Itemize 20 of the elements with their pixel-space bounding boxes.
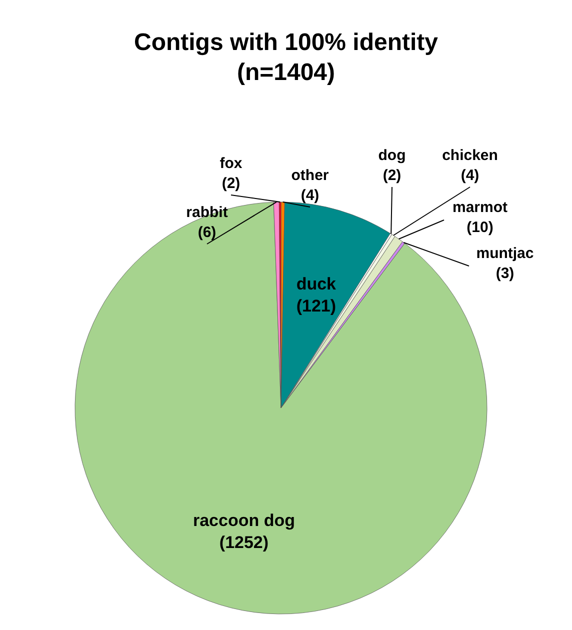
data-label: (10) [466,219,494,236]
data-label: (2) [382,167,402,184]
chart-subtitle: (n=1404) [236,59,336,86]
slice-label: muntjac [476,245,534,262]
slice-label: duck [296,274,337,294]
chart-title: Contigs with 100% identity [134,29,439,56]
slice-label: fox [220,155,243,172]
slice-label: chicken [442,147,498,164]
data-label: (1252) [219,532,269,552]
data-label: (4) [460,167,480,184]
slice-label: marmot [452,199,508,216]
data-label: (6) [198,224,216,241]
data-label: (121) [296,296,336,316]
slice-label: other [291,167,329,184]
slice-label: rabbit [186,204,228,221]
data-label: (4) [300,187,320,204]
data-label: (3) [496,265,514,282]
slice-label: dog [378,147,406,164]
data-label: (2) [222,175,240,192]
slice-label: raccoon dog [192,510,295,530]
